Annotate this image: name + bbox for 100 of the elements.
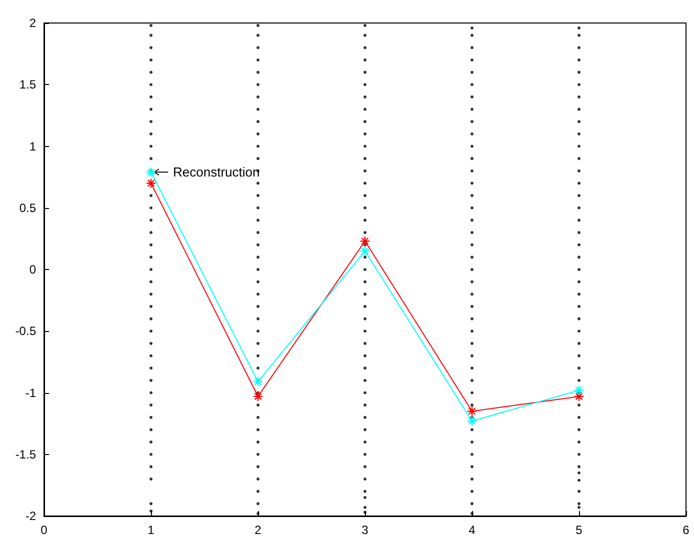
point bbox=[470, 502, 474, 506]
point bbox=[150, 502, 152, 506]
point bbox=[364, 218, 366, 222]
point bbox=[578, 95, 580, 98]
point bbox=[470, 304, 474, 308]
point bbox=[256, 120, 260, 124]
point bbox=[256, 465, 260, 468]
point bbox=[364, 366, 366, 370]
point bbox=[360, 246, 370, 256]
point bbox=[150, 46, 152, 50]
point bbox=[364, 378, 366, 382]
point bbox=[364, 256, 366, 259]
point bbox=[470, 280, 474, 284]
point bbox=[150, 342, 152, 345]
point bbox=[364, 404, 366, 407]
point bbox=[364, 70, 366, 74]
point bbox=[578, 354, 580, 358]
x-tick-label: 0 bbox=[40, 523, 48, 537]
point bbox=[578, 428, 580, 432]
y-tick-label: 2 bbox=[29, 16, 36, 30]
point bbox=[150, 354, 152, 358]
point bbox=[578, 58, 580, 62]
y-tick-label: 1.5 bbox=[19, 78, 36, 92]
point bbox=[256, 428, 260, 432]
y-tick-label: 0.5 bbox=[19, 200, 36, 215]
point bbox=[364, 391, 366, 394]
point bbox=[470, 95, 474, 98]
point bbox=[578, 404, 580, 407]
point bbox=[150, 24, 152, 27]
point bbox=[470, 366, 474, 370]
x-tick-label: 6 bbox=[682, 523, 690, 537]
point bbox=[470, 144, 474, 148]
point bbox=[470, 378, 474, 382]
point bbox=[578, 465, 580, 468]
point bbox=[256, 317, 260, 320]
point bbox=[466, 416, 478, 426]
point bbox=[364, 490, 366, 493]
point bbox=[578, 157, 580, 160]
point bbox=[360, 236, 370, 246]
point bbox=[470, 108, 474, 111]
point bbox=[470, 317, 474, 320]
point bbox=[256, 292, 260, 296]
point bbox=[364, 194, 366, 198]
point bbox=[150, 157, 152, 160]
point bbox=[364, 292, 366, 296]
point bbox=[578, 194, 580, 198]
point bbox=[150, 218, 152, 222]
point bbox=[256, 354, 260, 358]
point bbox=[150, 206, 152, 210]
point bbox=[578, 268, 580, 271]
point bbox=[150, 120, 152, 124]
x-tick-label: 2 bbox=[254, 523, 262, 537]
x-tick-label: 1 bbox=[148, 523, 155, 537]
point bbox=[364, 440, 366, 444]
point bbox=[578, 366, 580, 370]
point bbox=[470, 354, 474, 358]
point bbox=[150, 144, 152, 148]
point bbox=[470, 465, 474, 468]
point bbox=[256, 182, 260, 185]
point bbox=[146, 178, 156, 188]
point bbox=[364, 280, 366, 284]
point bbox=[364, 506, 366, 509]
point bbox=[578, 378, 580, 382]
point bbox=[150, 83, 152, 86]
point bbox=[364, 46, 366, 50]
point bbox=[578, 304, 580, 308]
point bbox=[470, 428, 474, 432]
point bbox=[256, 83, 260, 86]
point bbox=[578, 292, 580, 296]
point bbox=[364, 83, 366, 86]
y-tick-label: -2 bbox=[25, 509, 36, 523]
x-tick-label: 3 bbox=[362, 523, 369, 537]
point bbox=[470, 132, 474, 136]
point bbox=[578, 231, 580, 234]
x-tick-label: 4 bbox=[468, 523, 476, 537]
point bbox=[578, 26, 580, 30]
point bbox=[364, 428, 366, 432]
point bbox=[470, 194, 474, 198]
point bbox=[256, 268, 260, 271]
point bbox=[146, 167, 156, 178]
point bbox=[256, 194, 260, 198]
point bbox=[150, 465, 152, 468]
point bbox=[256, 243, 260, 246]
point bbox=[470, 292, 474, 296]
point bbox=[364, 268, 366, 271]
point bbox=[256, 70, 260, 74]
point bbox=[150, 132, 152, 136]
point bbox=[256, 416, 260, 419]
point bbox=[578, 206, 580, 210]
point bbox=[150, 416, 152, 419]
point bbox=[578, 169, 580, 172]
point bbox=[364, 34, 366, 37]
point bbox=[256, 342, 260, 345]
point bbox=[578, 144, 580, 148]
point bbox=[578, 471, 580, 474]
point bbox=[364, 120, 366, 124]
point bbox=[470, 182, 474, 185]
point bbox=[578, 83, 580, 86]
point bbox=[574, 385, 584, 396]
point bbox=[150, 34, 152, 37]
